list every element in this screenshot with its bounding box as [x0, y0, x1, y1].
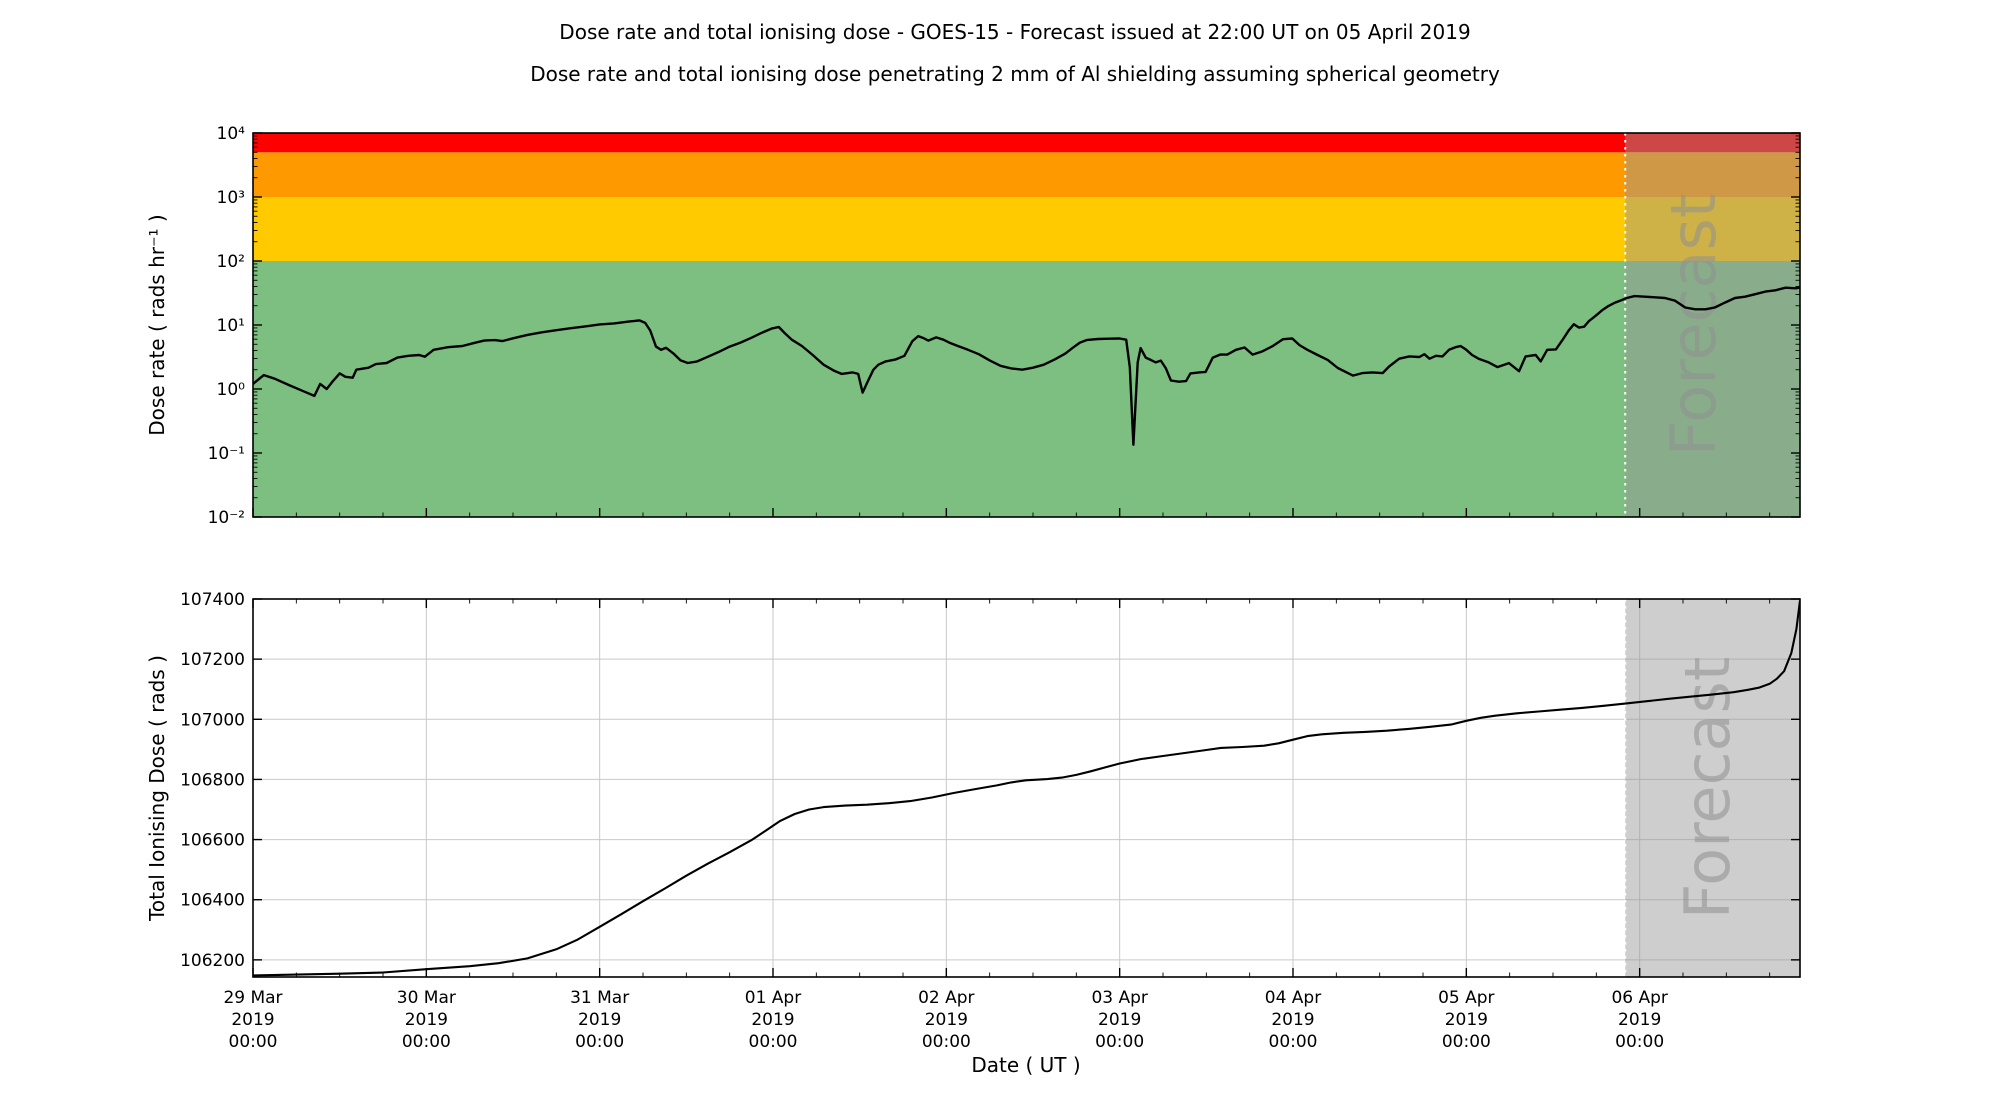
- chart-subtitle: Dose rate and total ionising dose penetr…: [530, 62, 1500, 86]
- x-tick-label: 00:00: [1095, 1032, 1144, 1052]
- total_ionising_dose-line: [253, 600, 1800, 977]
- band-red: [253, 133, 1800, 153]
- band-yellow: [253, 197, 1800, 261]
- y-tick-label: 10⁰: [217, 380, 246, 400]
- x-tick-label: 2019: [405, 1010, 448, 1030]
- x-tick-label: 05 Apr: [1438, 988, 1494, 1008]
- y-tick-label: 10¹: [217, 316, 245, 336]
- x-axis-label: Date ( UT ): [971, 1053, 1081, 1077]
- x-tick-label: 2019: [1098, 1010, 1141, 1030]
- x-tick-label: 00:00: [1442, 1032, 1491, 1052]
- x-tick-label: 2019: [1271, 1010, 1314, 1030]
- y-tick-label: 107400: [180, 590, 245, 610]
- gridlines: [252, 598, 1800, 977]
- y-tick-label: 106600: [180, 831, 245, 851]
- y-tick-label: 107000: [180, 710, 245, 730]
- x-tick-label: 00:00: [1269, 1032, 1318, 1052]
- dose_rate-chart: Forecast 10⁴ 10³ 10² 10¹ 10⁰ 10⁻¹ 10⁻²: [208, 124, 1801, 528]
- forecast-watermark: Forecast: [1657, 194, 1730, 456]
- y-tick-label: 106400: [180, 891, 245, 911]
- axes-frame: [252, 598, 1801, 978]
- x-tick-label: 04 Apr: [1265, 988, 1321, 1008]
- y-tick-label: 106800: [180, 770, 245, 790]
- x-tick-label: 06 Apr: [1611, 988, 1667, 1008]
- chart-title: Dose rate and total ionising dose - GOES…: [559, 20, 1471, 44]
- x-tick-label: 2019: [925, 1010, 968, 1030]
- x-tick-label: 2019: [751, 1010, 794, 1030]
- x-tick-label: 31 Mar: [570, 988, 629, 1008]
- x-tick-label: 00:00: [229, 1032, 278, 1052]
- x-tick-label: 02 Apr: [918, 988, 974, 1008]
- x-tick-label: 00:00: [575, 1032, 624, 1052]
- x-tick-label: 29 Mar: [223, 988, 282, 1008]
- y-tick-label: 10⁴: [217, 124, 246, 144]
- y-tick-label: 10³: [217, 188, 245, 208]
- y-tick-label: 107200: [180, 650, 245, 670]
- x-tick-label: 00:00: [402, 1032, 451, 1052]
- total_ionising_dose-chart: Forecast 107400 107200 107000 106800 106600 10…: [180, 590, 1801, 1052]
- x-tick-label: 00:00: [749, 1032, 798, 1052]
- forecast-watermark: Forecast: [1671, 657, 1744, 919]
- y-tick-label: 10²: [217, 252, 245, 272]
- x-tick-label: 2019: [578, 1010, 621, 1030]
- x-tick-label: 03 Apr: [1091, 988, 1147, 1008]
- ticks: [252, 598, 1800, 977]
- y-tick-label: 10⁻¹: [208, 444, 245, 464]
- x-tick-label: 30 Mar: [397, 988, 456, 1008]
- forecast-region: [1625, 133, 1800, 517]
- x-tick-label: 2019: [1618, 1010, 1661, 1030]
- axes-frame: [252, 132, 1801, 518]
- forecast-region: [1625, 599, 1800, 977]
- x-tick-label: 2019: [1445, 1010, 1488, 1030]
- x-tick-label: 00:00: [922, 1032, 971, 1052]
- x-tick-label: 2019: [231, 1010, 274, 1030]
- x-tick-label: 01 Apr: [745, 988, 801, 1008]
- y-tick-label: 10⁻²: [208, 508, 245, 528]
- dose_rate-line: [253, 286, 1800, 446]
- band-green: [253, 261, 1800, 517]
- band-orange: [253, 152, 1800, 197]
- x-tick-label: 00:00: [1615, 1032, 1664, 1052]
- y-tick-label: 106200: [180, 951, 245, 971]
